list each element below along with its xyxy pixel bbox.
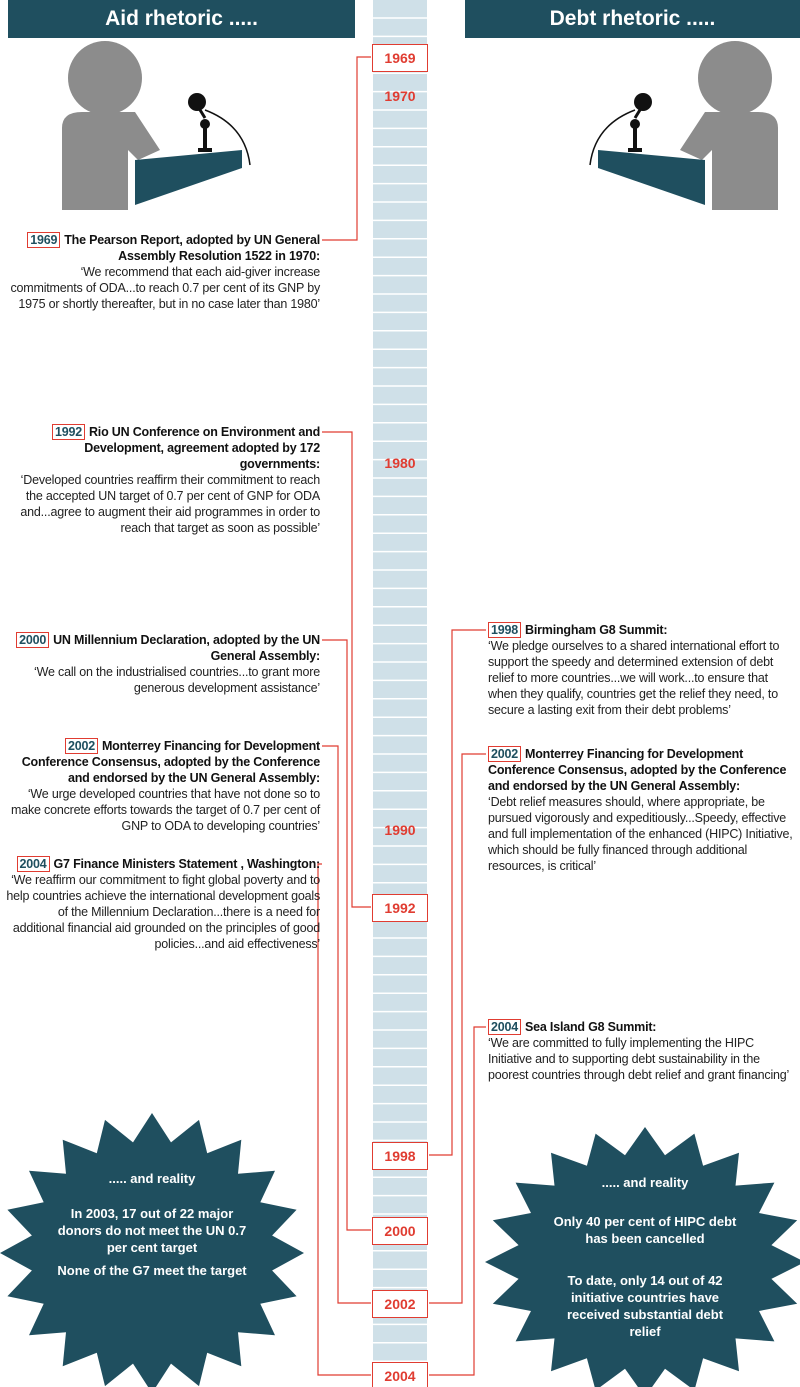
timeline-year: 1990	[372, 817, 428, 843]
entry-year: 1969	[27, 232, 60, 248]
reality-text: In 2003, 17 out of 22 major donors do no…	[57, 1205, 247, 1256]
entry: 2004 Sea Island G8 Summit:‘We are committ…	[488, 1019, 796, 1083]
entry-year: 2002	[488, 746, 521, 762]
entry-title: Birmingham G8 Summit:	[525, 623, 667, 637]
entry-title: The Pearson Report, adopted by UN Genera…	[64, 233, 320, 263]
entry-quote: ‘Debt relief measures should, where appr…	[488, 794, 796, 874]
entry-heading: 2004 Sea Island G8 Summit:	[488, 1019, 796, 1035]
entry-quote: ‘We recommend that each aid-giver increa…	[6, 264, 320, 312]
entry-heading: 2004 G7 Finance Ministers Statement , Was…	[6, 856, 320, 872]
timeline-year: 2002	[372, 1290, 428, 1318]
starburst-right	[485, 1127, 800, 1387]
right-header: Debt rhetoric .....	[465, 0, 800, 38]
speaker-right	[590, 41, 778, 210]
timeline-year: 1992	[372, 894, 428, 922]
timeline-column	[373, 0, 427, 1387]
entry-year: 2004	[488, 1019, 521, 1035]
entry-quote: ‘We reaffirm our commitment to fight glo…	[6, 872, 320, 952]
timeline-year: 1980	[372, 450, 428, 476]
entry: 1998 Birmingham G8 Summit:‘We pledge ours…	[488, 622, 796, 718]
timeline-year: 1970	[372, 83, 428, 109]
entry-title: Sea Island G8 Summit:	[525, 1020, 656, 1034]
left-header: Aid rhetoric .....	[8, 0, 355, 38]
entry-year: 2004	[17, 856, 50, 872]
entry-quote: ‘We are committed to fully implementing …	[488, 1035, 796, 1083]
entry-quote: ‘We pledge ourselves to a shared interna…	[488, 638, 796, 718]
entry-title: Rio UN Conference on Environment and Dev…	[84, 425, 320, 471]
reality-text: None of the G7 meet the target	[57, 1262, 247, 1279]
reality-heading: ..... and reality	[545, 1174, 745, 1191]
entry-title: G7 Finance Ministers Statement , Washing…	[54, 857, 320, 871]
entry-quote: ‘We call on the industrialised countries…	[6, 664, 320, 696]
connector	[322, 640, 371, 1230]
entry-year: 1992	[52, 424, 85, 440]
timeline-year: 1969	[372, 44, 428, 72]
connector	[429, 754, 486, 1303]
entry-year: 2000	[16, 632, 49, 648]
entry: 2004 G7 Finance Ministers Statement , Was…	[6, 856, 320, 952]
infographic: Aid rhetoric ..... Debt rhetoric ..... 1…	[0, 0, 800, 1387]
timeline-year: 1998	[372, 1142, 428, 1170]
entry-heading: 1998 Birmingham G8 Summit:	[488, 622, 796, 638]
reality-heading: ..... and reality	[52, 1170, 252, 1187]
entry-year: 1998	[488, 622, 521, 638]
reality-text: Only 40 per cent of HIPC debt has been c…	[550, 1213, 740, 1247]
entry-year: 2002	[65, 738, 98, 754]
entry-quote: ‘Developed countries reaffirm their comm…	[6, 472, 320, 536]
entry-quote: ‘We urge developed countries that have n…	[6, 786, 320, 834]
entry-title: UN Millennium Declaration, adopted by th…	[53, 633, 320, 663]
speaker-left	[62, 41, 250, 210]
timeline-year: 2000	[372, 1217, 428, 1245]
connector	[429, 630, 486, 1155]
timeline-year: 2004	[372, 1362, 428, 1387]
entry-title: Monterrey Financing for Development Conf…	[488, 747, 786, 793]
connector	[322, 57, 371, 240]
connector	[429, 1027, 486, 1375]
reality-text: To date, only 14 out of 42 initiative co…	[550, 1272, 740, 1340]
connector	[318, 864, 371, 1375]
